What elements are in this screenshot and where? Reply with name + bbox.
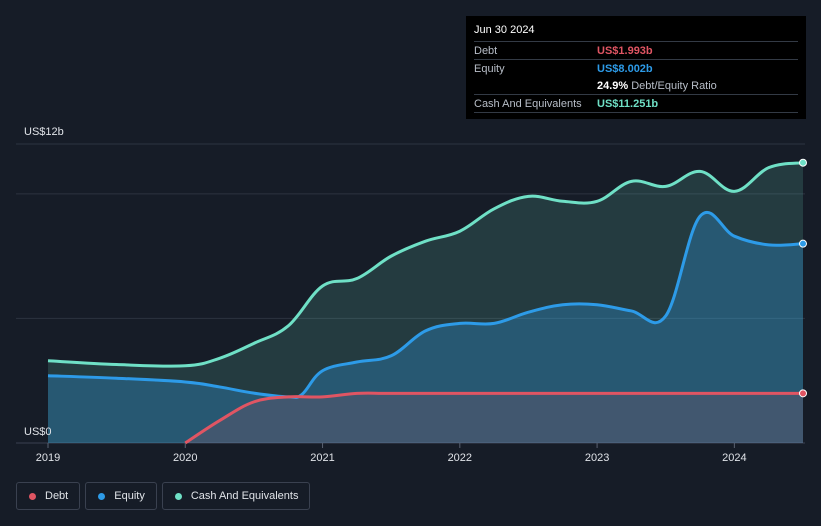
x-tick-label: 2022 [448,452,472,464]
area-cash-and-equivalents [48,162,803,443]
tooltip-ratio-caption: Debt/Equity Ratio [631,79,717,92]
legend-item-cash[interactable]: Cash And Equivalents [161,482,311,510]
legend-item-debt[interactable]: Debt [16,482,81,510]
tooltip-label: Equity [474,62,505,75]
series-endpoints [799,158,807,398]
tooltip-value-debt: US$1.993b [597,44,653,57]
tooltip-value-cash: US$11.251b [597,97,659,110]
line-debt [184,391,804,445]
x-tick-label: 2023 [585,452,609,464]
tooltip-value-equity: US$8.002b [597,62,653,75]
x-tick-label: 2024 [722,452,746,464]
legend-label: Debt [45,490,69,502]
legend-label: Cash And Equivalents [190,490,299,502]
tooltip-row-equity: Equity US$8.002b [474,59,798,77]
endpoint-cash-and-equivalents [799,158,807,167]
line-equity [47,211,804,400]
series-lines [47,161,804,445]
x-axis: 2019 2020 2021 2022 2023 2024 [36,443,747,464]
dot-icon [98,492,106,500]
tooltip-label: Cash And Equivalents [474,97,582,110]
tooltip-value-ratio: 24.9% [597,79,629,92]
y-axis-bottom-label: US$0 [24,426,52,438]
area-debt [185,393,804,443]
x-tick-label: 2021 [310,452,334,464]
dot-icon [29,492,36,500]
tooltip: Jun 30 2024 Debt US$1.993b Equity US$8.0… [466,16,806,119]
legend-label: Equity [114,490,145,502]
tooltip-row-debt: Debt US$1.993b [474,41,798,59]
area-equity [48,212,803,443]
endpoint-equity [799,239,807,248]
legend: Debt Equity Cash And Equivalents [16,482,311,510]
gridlines [16,143,805,444]
x-tick-label: 2020 [173,452,197,464]
tooltip-date: Jun 30 2024 [474,24,535,36]
y-axis-top-label: US$12b [24,126,64,138]
endpoint-debt [799,389,807,398]
tooltip-label: Debt [474,44,498,57]
tooltip-row-cash: Cash And Equivalents US$11.251b [474,94,798,113]
legend-item-equity[interactable]: Equity [85,482,157,510]
line-cash-and-equivalents [47,161,804,368]
series-areas [48,162,804,443]
x-tick-label: 2019 [36,452,60,464]
dot-icon [174,492,182,500]
tooltip-row-ratio: 24.9% Debt/Equity Ratio [474,77,798,94]
